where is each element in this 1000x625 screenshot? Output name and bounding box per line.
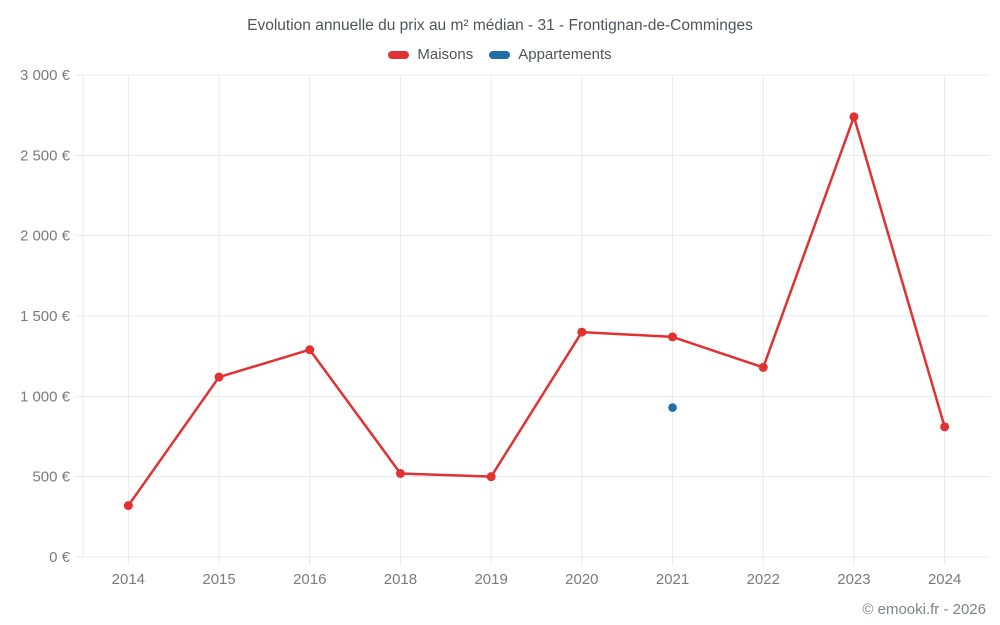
x-tick-label: 2021 xyxy=(656,571,689,588)
x-tick-label: 2018 xyxy=(384,571,417,588)
chart-title: Evolution annuelle du prix au m² médian … xyxy=(247,17,753,34)
y-tick-label: 1 500 € xyxy=(20,308,71,325)
legend-item-maisons[interactable]: Maisons xyxy=(388,46,473,63)
appartements-swatch-icon xyxy=(489,50,511,59)
footer-credit: © emooki.fr - 2026 xyxy=(862,601,986,618)
y-tick-label: 500 € xyxy=(32,469,70,486)
series-line-maisons xyxy=(127,115,946,507)
y-tick-label: 0 € xyxy=(49,549,71,566)
point-maisons-2020[interactable] xyxy=(577,327,587,337)
legend-item-appartements[interactable]: Appartements xyxy=(489,46,612,63)
legend-label-maisons: Maisons xyxy=(417,46,474,63)
point-maisons-2014[interactable] xyxy=(123,501,133,511)
x-tick-label: 2015 xyxy=(202,571,235,588)
legend-label-appartements: Appartements xyxy=(518,46,612,63)
point-appartements-2021[interactable] xyxy=(668,403,677,412)
x-tick-label: 2024 xyxy=(928,571,961,588)
point-maisons-2021[interactable] xyxy=(668,332,678,342)
point-maisons-2019[interactable] xyxy=(486,472,496,482)
y-tick-label: 2 500 € xyxy=(20,147,71,164)
point-maisons-2016[interactable] xyxy=(305,345,315,355)
y-tick-label: 2 000 € xyxy=(20,228,71,245)
x-tick-label: 2016 xyxy=(293,571,326,588)
x-tick-label: 2019 xyxy=(474,571,507,588)
point-maisons-2015[interactable] xyxy=(214,372,224,382)
x-tick-label: 2020 xyxy=(565,571,598,588)
x-tick-label: 2014 xyxy=(112,571,145,588)
x-tick-label: 2023 xyxy=(837,571,870,588)
point-maisons-2024[interactable] xyxy=(940,422,950,432)
y-tick-label: 1 000 € xyxy=(20,388,71,405)
legend: Maisons Appartements xyxy=(0,46,1000,63)
x-tick-label: 2022 xyxy=(747,571,780,588)
point-maisons-2022[interactable] xyxy=(758,362,768,372)
point-maisons-2023[interactable] xyxy=(849,112,859,122)
y-tick-label: 3 000 € xyxy=(20,67,71,84)
maisons-swatch-icon xyxy=(388,50,410,59)
point-maisons-2018[interactable] xyxy=(395,468,405,478)
